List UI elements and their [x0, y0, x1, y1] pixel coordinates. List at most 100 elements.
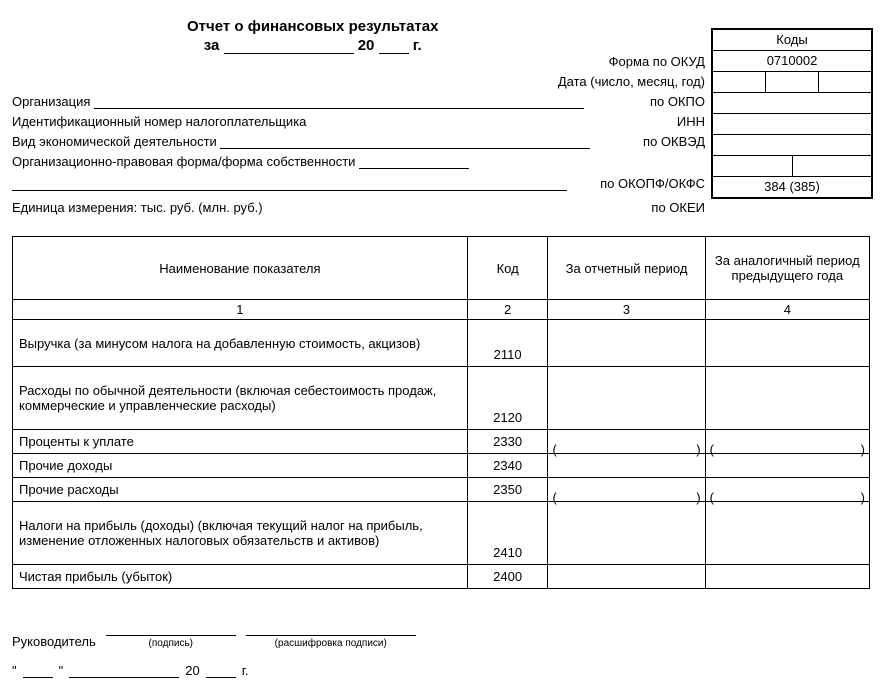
- row-code: 2110: [467, 320, 548, 367]
- row-value[interactable]: [548, 502, 705, 565]
- date-year-blank[interactable]: [206, 677, 236, 678]
- codes-inn[interactable]: [713, 114, 871, 135]
- activity-line: Вид экономической деятельности: [12, 134, 590, 149]
- row-code: 2120: [467, 367, 548, 430]
- row-name: Чистая прибыль (убыток): [13, 565, 468, 589]
- numcol-2: 2: [467, 300, 548, 320]
- leader-label: Руководитель: [12, 634, 96, 649]
- codes-okopf[interactable]: [713, 156, 871, 177]
- codes-okpo[interactable]: [713, 93, 871, 114]
- row-value[interactable]: [705, 320, 869, 367]
- org-label: Организация: [12, 94, 90, 109]
- unit-label: Единица измерения: тыс. руб. (млн. руб.): [12, 200, 263, 215]
- date-row: " " 20 г.: [12, 663, 873, 678]
- form-blank2-row: [12, 176, 567, 191]
- row-name: Налоги на прибыль (доходы) (включая теку…: [13, 502, 468, 565]
- form-line: Организационно-правовая форма/форма собс…: [12, 154, 469, 169]
- title-g: г.: [413, 37, 422, 54]
- activity-label: Вид экономической деятельности: [12, 134, 217, 149]
- row-value[interactable]: [705, 502, 869, 565]
- table-row: Прочие доходы2340: [13, 454, 870, 478]
- title-twenty: 20: [358, 37, 375, 54]
- codes-box: Коды 0710002 384 (385): [711, 28, 873, 199]
- row-code: 2350: [467, 478, 548, 502]
- title-line2: за 20 г.: [187, 37, 438, 54]
- row-value[interactable]: (): [705, 430, 869, 454]
- date-twenty: 20: [185, 663, 199, 678]
- table-header-row: Наименование показателя Код За отчетный …: [13, 237, 870, 300]
- row-value[interactable]: [548, 367, 705, 430]
- signature-blank[interactable]: [106, 619, 236, 636]
- table-row: Выручка (за минусом налога на добавленну…: [13, 320, 870, 367]
- codes-okei: 384 (385): [713, 177, 871, 197]
- form-blank1[interactable]: [359, 168, 469, 169]
- row-name: Прочие расходы: [13, 478, 468, 502]
- row-value[interactable]: [548, 320, 705, 367]
- lbl-okei: по ОКЕИ: [651, 200, 705, 215]
- th-code: Код: [467, 237, 548, 300]
- decode-caption: (расшифровка подписи): [246, 638, 416, 649]
- row-value[interactable]: [705, 367, 869, 430]
- title-za: за: [204, 37, 220, 54]
- table-number-row: 1 2 3 4: [13, 300, 870, 320]
- decode-blank[interactable]: [246, 619, 416, 636]
- lbl-okved: по ОКВЭД: [643, 134, 705, 149]
- codes-date[interactable]: [713, 72, 871, 93]
- numcol-1: 1: [13, 300, 468, 320]
- codes-header: Коды: [713, 30, 871, 51]
- row-name: Проценты к уплате: [13, 430, 468, 454]
- quote-close: ": [59, 663, 64, 678]
- table-row: Проценты к уплате2330()(): [13, 430, 870, 454]
- activity-blank[interactable]: [220, 148, 590, 149]
- inn-label: Идентификационный номер налогоплательщик…: [12, 114, 306, 129]
- row-code: 2400: [467, 565, 548, 589]
- period-blank[interactable]: [224, 53, 354, 54]
- row-value[interactable]: (): [705, 478, 869, 502]
- row-code: 2330: [467, 430, 548, 454]
- row-value[interactable]: (): [548, 430, 705, 454]
- title-line1: Отчет о финансовых результатах: [187, 18, 438, 35]
- table-row: Прочие расходы2350()(): [13, 478, 870, 502]
- org-blank[interactable]: [94, 108, 584, 109]
- row-code: 2340: [467, 454, 548, 478]
- main-table: Наименование показателя Код За отчетный …: [12, 236, 870, 589]
- numcol-4: 4: [705, 300, 869, 320]
- table-row: Налоги на прибыль (доходы) (включая теку…: [13, 502, 870, 565]
- row-value[interactable]: [705, 565, 869, 589]
- date-day-blank[interactable]: [23, 677, 53, 678]
- unit-line: Единица измерения: тыс. руб. (млн. руб.): [12, 200, 263, 215]
- row-value[interactable]: [548, 454, 705, 478]
- date-g: г.: [242, 663, 249, 678]
- row-value[interactable]: (): [548, 478, 705, 502]
- lbl-okpo: по ОКПО: [650, 94, 705, 109]
- quote-open: ": [12, 663, 17, 678]
- table-row: Чистая прибыль (убыток)2400: [13, 565, 870, 589]
- lbl-okopf: по ОКОПФ/ОКФС: [600, 176, 705, 191]
- signature-caption: (подпись): [106, 638, 236, 649]
- row-code: 2410: [467, 502, 548, 565]
- numcol-3: 3: [548, 300, 705, 320]
- codes-okved[interactable]: [713, 135, 871, 156]
- row-name: Выручка (за минусом налога на добавленну…: [13, 320, 468, 367]
- lbl-okud: Форма по ОКУД: [609, 54, 705, 69]
- lbl-inn: ИНН: [677, 114, 705, 129]
- signature-row: Руководитель (подпись) (расшифровка подп…: [12, 619, 873, 649]
- th-name: Наименование показателя: [13, 237, 468, 300]
- inn-line: Идентификационный номер налогоплательщик…: [12, 114, 306, 129]
- title-block: Отчет о финансовых результатах за 20 г.: [187, 18, 438, 54]
- row-name: Прочие доходы: [13, 454, 468, 478]
- row-name: Расходы по обычной деятельности (включая…: [13, 367, 468, 430]
- th-period: За отчетный период: [548, 237, 705, 300]
- row-value[interactable]: [548, 565, 705, 589]
- date-month-blank[interactable]: [69, 677, 179, 678]
- form-blank2[interactable]: [12, 190, 567, 191]
- org-line: Организация: [12, 94, 584, 109]
- lbl-date: Дата (число, месяц, год): [558, 74, 705, 89]
- table-row: Расходы по обычной деятельности (включая…: [13, 367, 870, 430]
- header-section: Отчет о финансовых результатах за 20 г. …: [12, 18, 873, 218]
- year-blank[interactable]: [379, 53, 409, 54]
- signature-block: Руководитель (подпись) (расшифровка подп…: [12, 619, 873, 678]
- codes-okud: 0710002: [713, 51, 871, 72]
- th-prev: За аналогичный период предыдущего года: [705, 237, 869, 300]
- row-value[interactable]: [705, 454, 869, 478]
